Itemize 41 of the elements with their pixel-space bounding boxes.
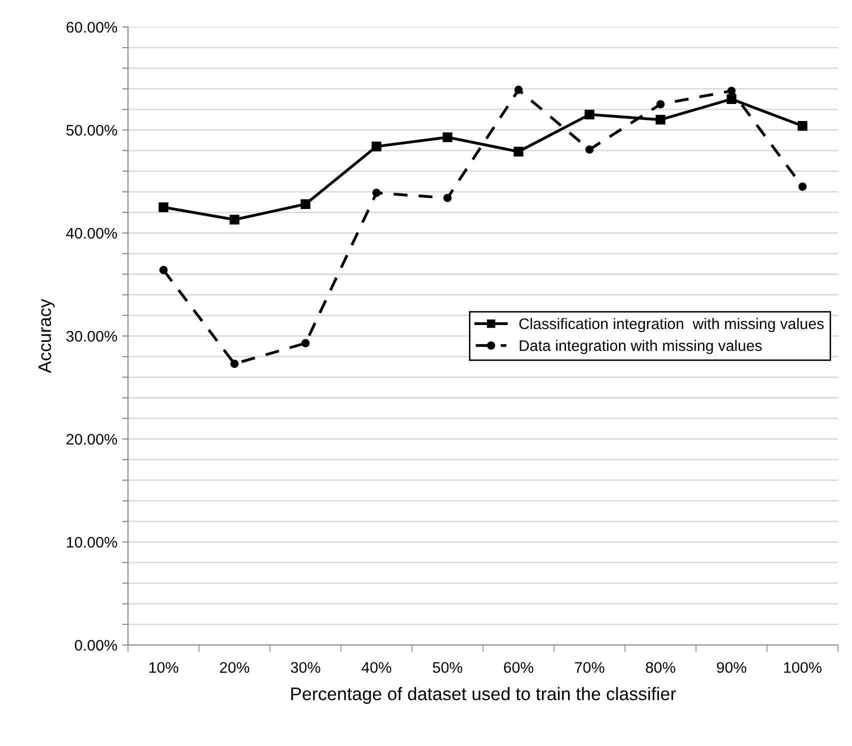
point (158, 202, 168, 212)
x-tick-label: 60% (504, 662, 534, 673)
y-tick-label: 0.00% (74, 640, 118, 651)
y-tick-label: 40.00% (66, 228, 118, 239)
x-tick-label: 70% (574, 662, 604, 673)
point (443, 194, 452, 202)
point (159, 266, 168, 274)
point (656, 114, 666, 125)
legend-label: Classification integration with missing values (519, 318, 824, 332)
y-tick-label: 20.00% (66, 434, 118, 445)
point (726, 94, 736, 104)
x-tick-label: 30% (290, 662, 320, 673)
y-tick-label: 10.00% (66, 536, 118, 548)
x-tick-label: 40% (362, 662, 392, 673)
y-tick-label: 30.00% (66, 330, 118, 342)
point (585, 145, 594, 154)
point (372, 188, 381, 197)
x-tick-label: 10% (149, 662, 178, 673)
point (798, 182, 807, 191)
point (584, 110, 594, 120)
x-axis-title: Percentage of dataset used to train the classifier (291, 687, 676, 704)
x-tick-label: 90% (716, 662, 746, 673)
y-tick-label: 50.00% (66, 124, 118, 136)
point (656, 100, 665, 108)
point (727, 86, 736, 96)
point (442, 132, 452, 142)
x-tick-label: 50% (432, 662, 462, 673)
x-tick-label: 20% (220, 662, 250, 673)
y-tick-label: 60.00% (66, 22, 118, 33)
point (300, 199, 310, 210)
x-tick-label: 100% (784, 662, 822, 673)
point (301, 339, 310, 348)
legend-label: Data integration with missing values (520, 340, 762, 354)
point (514, 86, 523, 94)
x-tick-label: 80% (646, 662, 676, 673)
point (372, 142, 382, 152)
y-axis-title: Accuracy (38, 298, 55, 374)
point (514, 146, 524, 156)
point (230, 360, 239, 368)
point (798, 121, 808, 131)
point (230, 214, 240, 224)
